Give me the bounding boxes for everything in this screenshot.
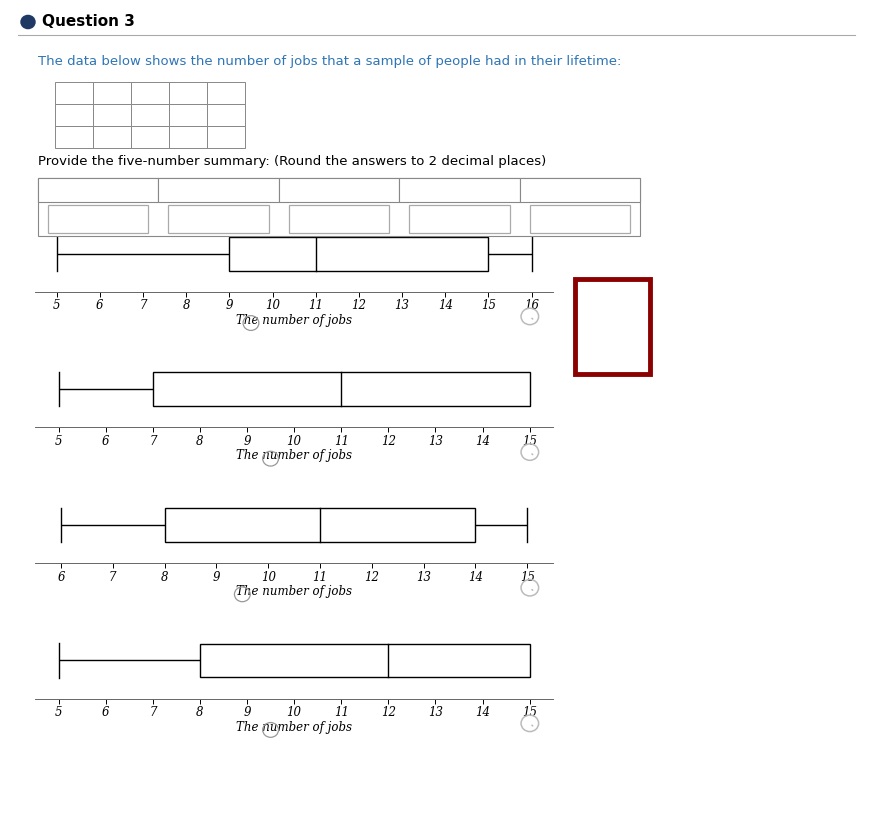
X-axis label: The number of jobs: The number of jobs — [236, 450, 352, 463]
Text: 15: 15 — [217, 131, 234, 144]
Text: 8: 8 — [70, 86, 78, 99]
Text: Question 3: Question 3 — [42, 15, 135, 30]
Text: 15: 15 — [66, 109, 82, 122]
Text: 9: 9 — [108, 131, 116, 144]
Text: Min: Min — [86, 183, 110, 196]
Text: The data below shows the number of jobs that a sample of people had in their lif: The data below shows the number of jobs … — [38, 56, 621, 68]
Text: 15: 15 — [141, 131, 159, 144]
Bar — [200, 644, 529, 677]
Text: Median: Median — [314, 183, 363, 196]
Text: Provide the five-number summary: (Round the answers to 2 decimal places): Provide the five-number summary: (Round … — [38, 155, 545, 169]
Text: Max: Max — [566, 183, 593, 196]
Bar — [153, 372, 529, 406]
Bar — [229, 237, 488, 270]
Text: 11: 11 — [179, 86, 196, 99]
Text: 7: 7 — [146, 86, 154, 99]
Text: 13: 13 — [179, 109, 196, 122]
Text: 12: 12 — [141, 109, 159, 122]
X-axis label: The number of jobs: The number of jobs — [236, 585, 352, 598]
Text: 7: 7 — [69, 131, 78, 144]
X-axis label: The number of jobs: The number of jobs — [236, 721, 352, 734]
Text: 12: 12 — [103, 86, 120, 99]
Text: 5: 5 — [222, 86, 230, 99]
Text: Q3: Q3 — [449, 183, 468, 196]
Text: Q1: Q1 — [209, 183, 228, 196]
Text: Create the boxplot:: Create the boxplot: — [38, 246, 167, 258]
Text: 15: 15 — [103, 109, 120, 122]
Text: 11: 11 — [217, 109, 234, 122]
Bar — [165, 508, 475, 542]
X-axis label: The number of jobs: The number of jobs — [236, 314, 352, 327]
Text: 5: 5 — [183, 131, 192, 144]
